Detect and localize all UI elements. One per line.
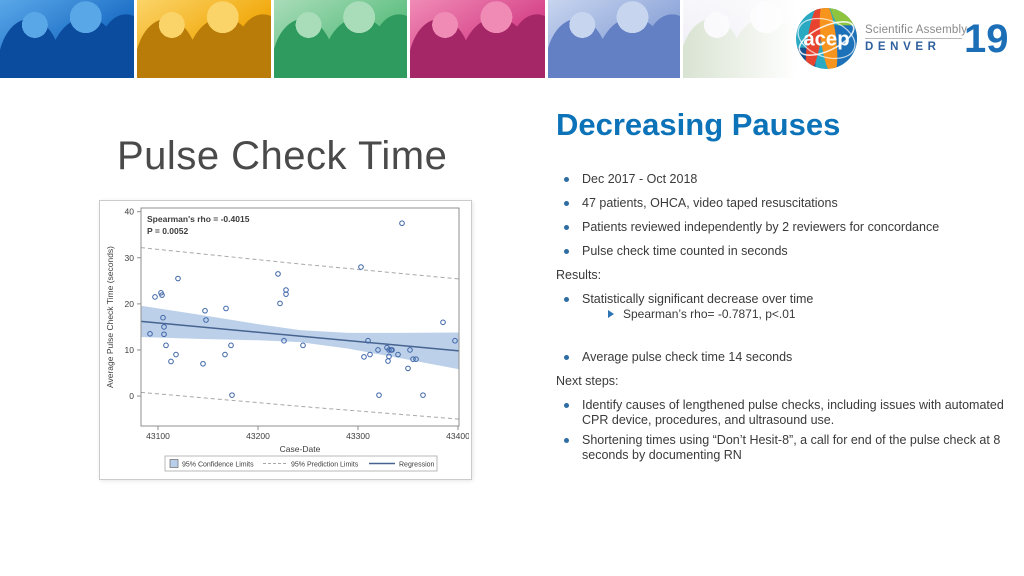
photo-tile-faded [683, 0, 813, 78]
content-panel: Decreasing Pauses Dec 2017 - Oct 2018 47… [556, 100, 1014, 472]
pulse-chart-svg: 43100 43200 43300 43400 Case-Date 0 10 20 30 40 Av… [105, 207, 470, 472]
x-axis-label: Case-Date [280, 444, 321, 454]
bullet-list: Dec 2017 - Oct 2018 47 patients, OHCA, v… [556, 172, 1014, 463]
svg-text:43100: 43100 [146, 431, 170, 441]
confidence-band [141, 305, 459, 370]
svg-text:0: 0 [129, 391, 134, 401]
pulse-check-chart: 43100 43200 43300 43400 Case-Date 0 10 20 30 40 Av… [99, 200, 472, 480]
prediction-limit-upper [140, 247, 460, 280]
page-title: Pulse Check Time [117, 134, 448, 178]
chart-legend: 95% Confidence Limits 95% Prediction Limi… [164, 455, 438, 472]
svg-text:95% Confidence Limits: 95% Confidence Limits [182, 461, 254, 468]
bullet-icon [564, 438, 569, 443]
bullet-item-patients: 47 patients, OHCA, video taped resuscita… [556, 196, 1014, 211]
logo-year: 19 [964, 16, 1009, 61]
photo-tile-green [274, 0, 407, 78]
bullet-item-identify-causes: Identify causes of lengthened pulse chec… [556, 398, 1014, 428]
logo-divider [865, 38, 962, 39]
logo-text-block: Scientific Assembly DENVER [865, 24, 968, 53]
bullet-item-seconds: Pulse check time counted in seconds [556, 244, 1014, 259]
acep-globe-text: acep [803, 29, 849, 51]
svg-text:10: 10 [125, 345, 135, 355]
svg-text:95% Prediction Limits: 95% Prediction Limits [291, 461, 359, 468]
sub-bullet-spearman: Spearman’s rho= -0.7871, p<.01 [608, 307, 1014, 321]
plot-frame [140, 207, 460, 427]
x-axis: 43100 43200 43300 43400 Case-Date [146, 426, 470, 454]
regression-line [140, 320, 460, 352]
results-label: Results: [556, 268, 602, 282]
y-axis: 0 10 20 30 40 Average Pulse Check Time (secon… [105, 207, 141, 401]
svg-text:40: 40 [125, 207, 135, 217]
svg-text:30: 30 [125, 253, 135, 263]
logo-scientific-assembly: Scientific Assembly [865, 24, 968, 36]
logo-denver: DENVER [865, 41, 941, 53]
next-steps-label: Next steps: [556, 374, 619, 388]
svg-text:Regression: Regression [399, 461, 435, 468]
scatter-points [147, 220, 458, 398]
photo-tile-lightblue [548, 0, 680, 78]
bullet-icon [564, 225, 569, 230]
svg-text:P = 0.0052: P = 0.0052 [147, 226, 188, 236]
svg-text:43200: 43200 [246, 431, 270, 441]
section-heading: Decreasing Pauses [556, 107, 841, 142]
bullet-icon [564, 355, 569, 360]
chart-annotation: Spearman's rho = -0.4015 P = 0.0052 [147, 214, 250, 236]
y-axis-label: Average Pulse Check Time (seconds) [105, 246, 115, 388]
acep-logo: acep Scientific Assembly DENVER 19 [795, 7, 1009, 70]
bullet-item-reviewers: Patients reviewed independently by 2 rev… [556, 220, 1014, 235]
bullet-item-dates: Dec 2017 - Oct 2018 [556, 172, 1014, 187]
photo-tile-magenta [410, 0, 545, 78]
acep-globe-icon: acep [796, 8, 857, 69]
banner-fade [683, 0, 813, 78]
svg-text:20: 20 [125, 299, 135, 309]
bullet-icon [564, 297, 569, 302]
bullet-item-significant: Statistically significant decrease over … [556, 292, 1014, 307]
bullet-icon [564, 201, 569, 206]
photo-tile-blue [0, 0, 134, 78]
svg-text:43300: 43300 [346, 431, 370, 441]
bullet-icon [564, 403, 569, 408]
photo-tile-yellow [137, 0, 271, 78]
bullet-icon [564, 249, 569, 254]
bullet-item-shortening-times: Shortening times using “Don’t Hesit-8”, … [556, 433, 1014, 463]
svg-text:Spearman's rho = -0.4015: Spearman's rho = -0.4015 [147, 214, 250, 224]
photo-banner [0, 0, 1024, 78]
triangle-bullet-icon [608, 310, 614, 318]
bullet-icon [564, 177, 569, 182]
bullet-item-average: Average pulse check time 14 seconds [556, 350, 1014, 365]
svg-text:43400: 43400 [446, 431, 469, 441]
prediction-limit-lower [140, 391, 460, 420]
